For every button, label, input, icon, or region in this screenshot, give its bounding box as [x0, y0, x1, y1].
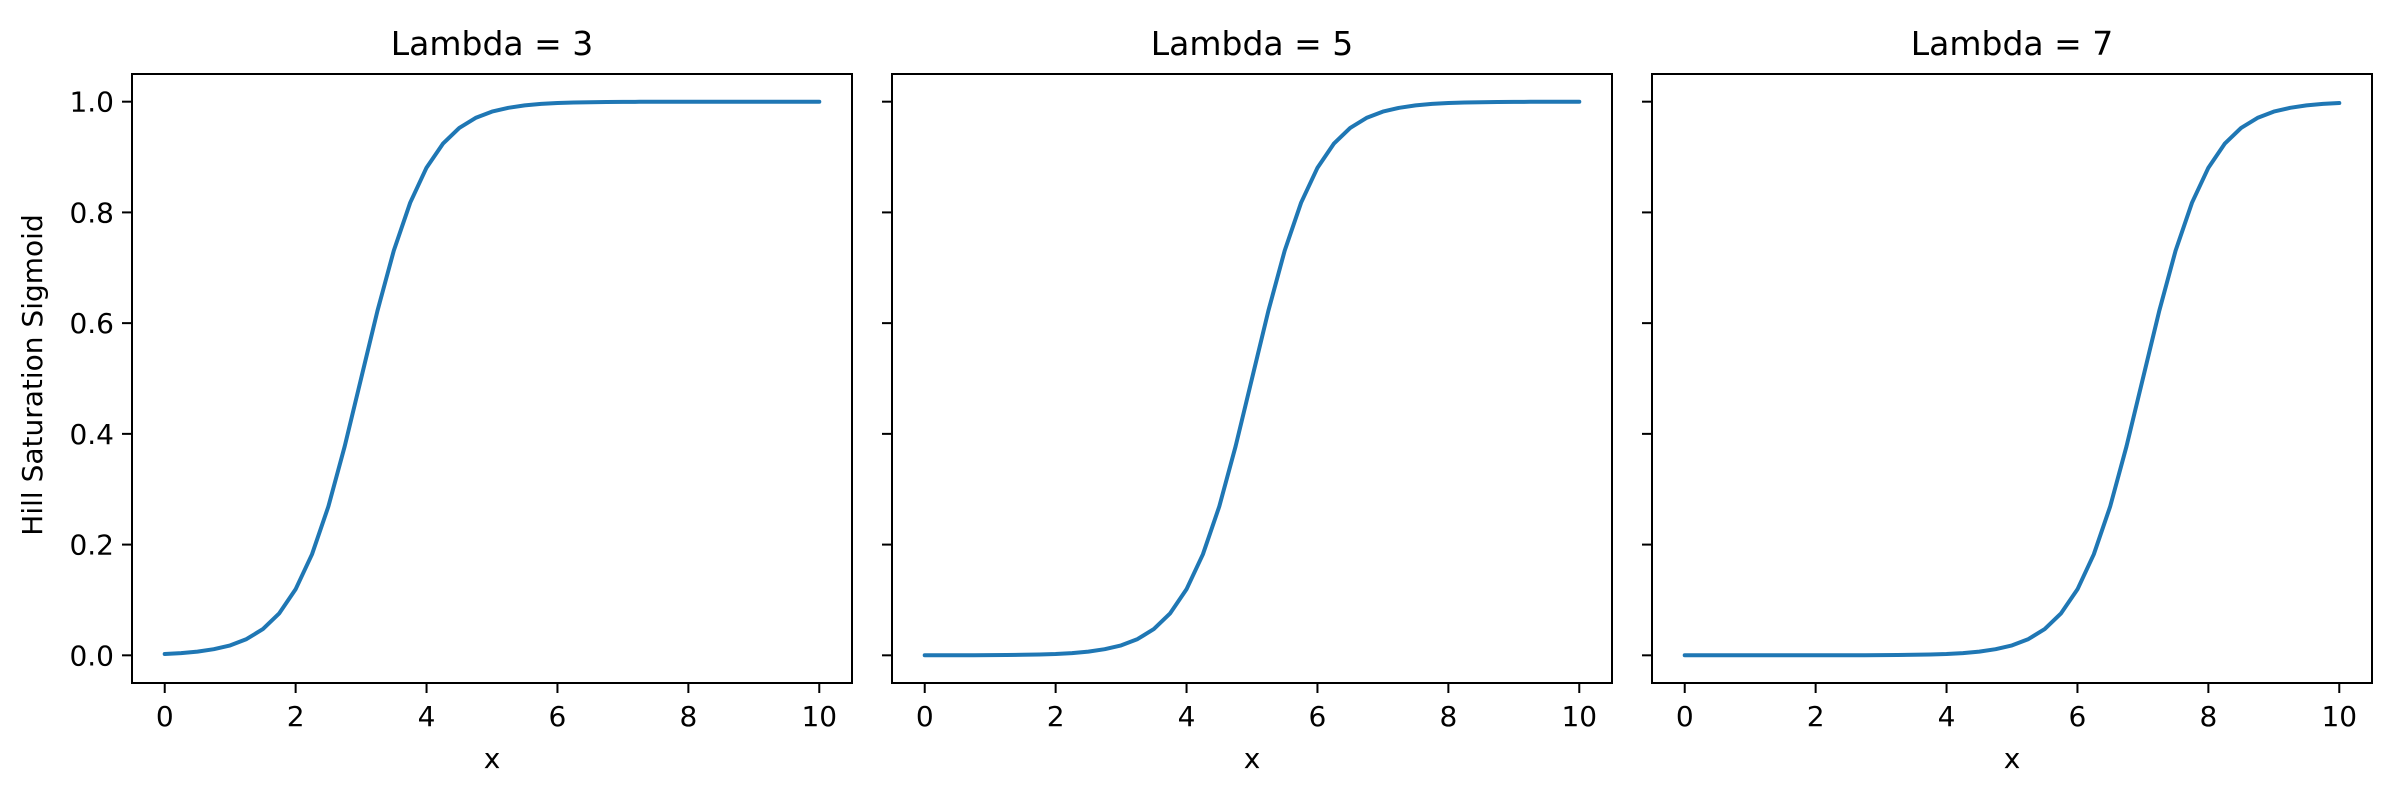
subplot-title: Lambda = 7: [1911, 24, 2114, 63]
x-tick-label: 8: [679, 700, 697, 733]
subplot-lambda-3: 0 2 4 6 8 10 0.0 0.2 0.4 0.6 0.8 1.0 Lambda = 3 x: [69, 24, 853, 775]
x-tick-label: 0: [916, 700, 934, 733]
sigmoid-curve: [1682, 101, 2342, 658]
subplot-lambda-5: 0 2 4 6 8 10 Lambda = 5 x: [882, 24, 1613, 775]
x-tick-label: 4: [418, 700, 436, 733]
y-tick-label: 1.0: [69, 86, 114, 119]
x-tick-label: 8: [2199, 700, 2217, 733]
y-axis-label: Hill Saturation Sigmoid: [16, 214, 49, 535]
axes-spines: [1651, 73, 2373, 684]
y-tick-label: 0.0: [69, 639, 114, 672]
subplot-lambda-7: 0 2 4 6 8 10 Lambda = 7 x: [1642, 24, 2373, 775]
x-axis-label: x: [1244, 742, 1261, 775]
x-tick-label: 2: [1807, 700, 1825, 733]
sigmoid-curve: [162, 99, 822, 656]
x-tick-label: 2: [1047, 700, 1065, 733]
y-tick-label: 0.6: [69, 307, 114, 340]
x-tick-label: 0: [1676, 700, 1694, 733]
x-tick-label: 10: [801, 700, 837, 733]
x-tick-label: 6: [1309, 700, 1327, 733]
x-tick-label: 6: [2069, 700, 2087, 733]
y-tick-label: 0.4: [69, 418, 114, 451]
x-tick-label: 6: [549, 700, 567, 733]
x-tick-label: 10: [2321, 700, 2357, 733]
x-tick-label: 2: [287, 700, 305, 733]
subplot-title: Lambda = 5: [1151, 24, 1354, 63]
axes-spines: [891, 73, 1613, 684]
y-tick-label: 0.2: [69, 529, 114, 562]
y-tick-label: 0.8: [69, 196, 114, 229]
x-tick-label: 4: [1938, 700, 1956, 733]
x-axis-label: x: [2004, 742, 2021, 775]
x-axis-label: x: [484, 742, 501, 775]
x-tick-label: 8: [1439, 700, 1457, 733]
x-tick-label: 4: [1178, 700, 1196, 733]
sigmoid-curve: [922, 99, 1582, 658]
x-tick-label: 10: [1561, 700, 1597, 733]
axes-spines: [131, 73, 853, 684]
x-tick-label: 0: [156, 700, 174, 733]
subplot-title: Lambda = 3: [391, 24, 594, 63]
